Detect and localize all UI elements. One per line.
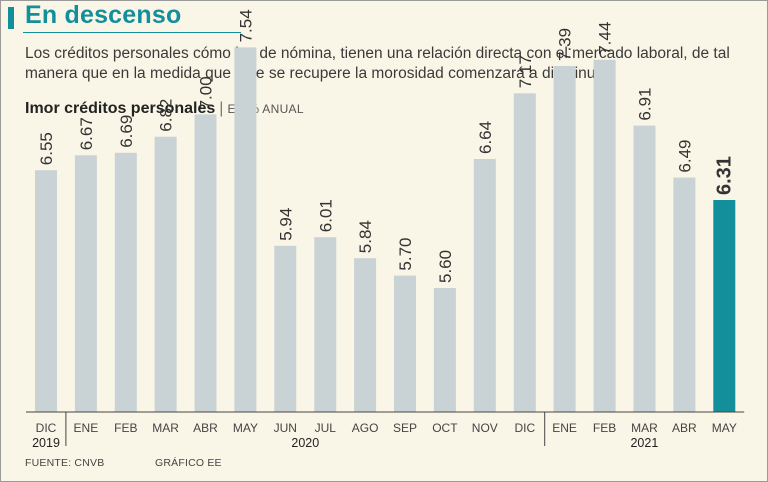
- bar-8: [314, 237, 337, 412]
- year-label-2020: 2020: [291, 436, 319, 450]
- category-label-2: ENE: [74, 421, 99, 435]
- bar-7: [274, 245, 297, 412]
- category-label-5: ABR: [193, 421, 218, 435]
- category-label-13: DIC: [514, 421, 535, 435]
- value-label-18: 6.31: [713, 156, 735, 195]
- chart-title-text: Imor créditos personales: [25, 100, 216, 117]
- bar-9: [354, 258, 377, 412]
- category-label-12: NOV: [472, 421, 498, 435]
- bar-14: [553, 66, 576, 412]
- bar-6: [234, 47, 257, 413]
- value-label-10: 5.70: [396, 238, 415, 271]
- category-label-11: OCT: [432, 421, 458, 435]
- value-label-9: 5.84: [356, 220, 375, 253]
- category-label-7: JUN: [274, 421, 297, 435]
- bar-15: [593, 59, 616, 413]
- category-label-16: MAR: [631, 421, 658, 435]
- bar-12: [473, 159, 496, 412]
- value-label-4: 6.82: [157, 99, 176, 132]
- bar-16: [633, 125, 656, 412]
- category-label-15: FEB: [593, 421, 616, 435]
- bar-3: [114, 152, 137, 413]
- category-label-9: AGO: [352, 421, 379, 435]
- chart-title-separator: |: [219, 100, 224, 117]
- value-label-12: 6.64: [476, 121, 495, 154]
- description: Los créditos personales cómo los de nómi…: [25, 45, 730, 82]
- category-label-4: MAR: [152, 421, 179, 435]
- page-title: En descenso: [25, 1, 182, 29]
- value-label-2: 6.67: [77, 117, 96, 150]
- bar-10: [394, 275, 416, 412]
- category-label-8: JUL: [315, 421, 337, 435]
- title-underline: [23, 32, 241, 33]
- bar-4: [154, 136, 177, 412]
- value-label-17: 6.49: [675, 140, 694, 173]
- category-label-18: MAY: [712, 421, 737, 435]
- bar-5: [194, 114, 217, 413]
- bar-17: [673, 177, 696, 412]
- source-note: FUENTE: CNVB: [25, 457, 105, 469]
- year-label-2021: 2021: [630, 436, 658, 450]
- bar-18: [713, 200, 736, 412]
- bar-1: [35, 170, 57, 412]
- category-label-6: MAY: [233, 421, 258, 435]
- year-label-2019: 2019: [32, 436, 60, 450]
- value-label-1: 6.55: [37, 132, 56, 165]
- value-label-7: 5.94: [276, 208, 295, 241]
- title-accent-bar: [8, 7, 14, 29]
- graphic-credit: GRÁFICO EE: [155, 457, 222, 469]
- bar-13: [513, 93, 536, 413]
- value-label-3: 6.69: [117, 115, 136, 148]
- category-label-14: ENE: [552, 421, 577, 435]
- value-label-6: 7.54: [236, 9, 255, 42]
- value-label-15: 7.44: [596, 22, 615, 55]
- value-label-16: 6.91: [636, 88, 655, 121]
- value-label-8: 6.01: [316, 199, 335, 232]
- category-label-1: DIC: [36, 421, 57, 435]
- value-label-13: 7.17: [516, 55, 535, 88]
- category-label-10: SEP: [393, 421, 417, 435]
- value-label-11: 5.60: [436, 250, 455, 283]
- value-label-14: 7.39: [556, 28, 575, 61]
- bar-11: [433, 288, 456, 412]
- bar-2: [74, 155, 97, 413]
- category-label-3: FEB: [114, 421, 137, 435]
- category-label-17: ABR: [672, 421, 697, 435]
- value-label-5: 7.00: [197, 76, 216, 109]
